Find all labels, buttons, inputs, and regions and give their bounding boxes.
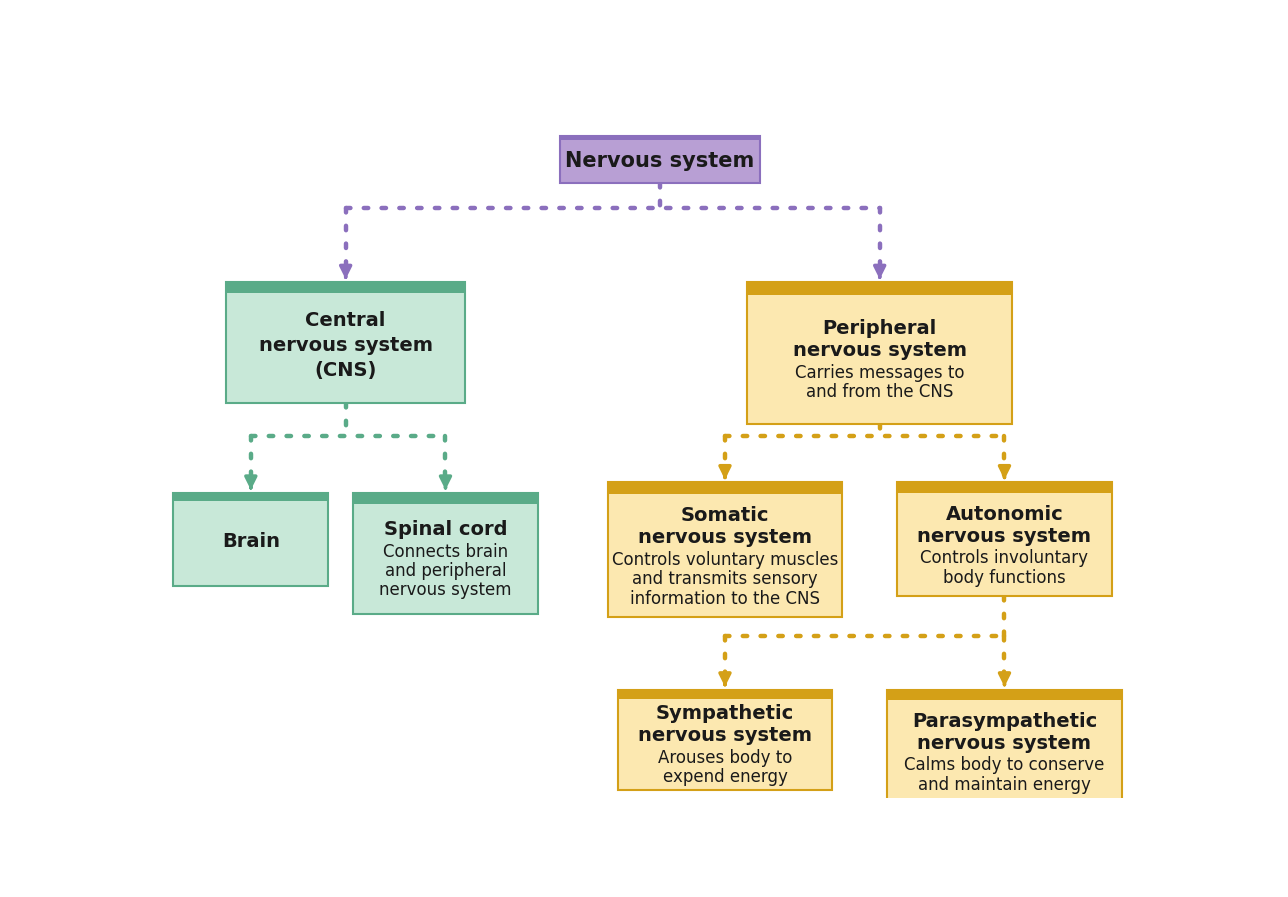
Text: Arouses body to: Arouses body to xyxy=(658,749,792,767)
Text: information to the CNS: information to the CNS xyxy=(630,589,820,607)
Text: Calms body to conserve: Calms body to conserve xyxy=(904,756,1105,774)
Text: Carries messages to: Carries messages to xyxy=(795,364,965,382)
Bar xyxy=(618,690,832,699)
Bar xyxy=(887,690,1122,700)
Bar xyxy=(353,492,538,614)
Text: Brain: Brain xyxy=(222,532,279,552)
Text: Somatic: Somatic xyxy=(681,506,769,525)
Bar xyxy=(608,483,842,617)
Text: and peripheral: and peripheral xyxy=(385,562,506,580)
Bar xyxy=(608,483,842,494)
Text: nervous system: nervous system xyxy=(638,528,811,547)
Bar xyxy=(747,282,1012,295)
Text: Central
nervous system
(CNS): Central nervous system (CNS) xyxy=(259,311,433,380)
Text: Controls voluntary muscles: Controls voluntary muscles xyxy=(612,551,838,569)
Text: Controls involuntary: Controls involuntary xyxy=(921,549,1088,567)
Text: nervous system: nervous system xyxy=(917,734,1091,753)
Text: Spinal cord: Spinal cord xyxy=(384,520,507,539)
Text: nervous system: nervous system xyxy=(917,527,1091,545)
Text: body functions: body functions xyxy=(943,569,1066,587)
Bar xyxy=(174,492,328,501)
Bar xyxy=(225,282,465,403)
Text: Parasympathetic: Parasympathetic xyxy=(912,711,1097,731)
Text: nervous system: nervous system xyxy=(792,342,967,361)
Text: and transmits sensory: and transmits sensory xyxy=(632,570,818,588)
Bar xyxy=(560,136,760,140)
Text: nervous system: nervous system xyxy=(379,581,511,599)
Text: nervous system: nervous system xyxy=(638,727,811,745)
Bar xyxy=(898,483,1112,597)
Text: Sympathetic: Sympathetic xyxy=(656,704,795,723)
Text: Autonomic: Autonomic xyxy=(945,504,1064,524)
Bar xyxy=(353,492,538,503)
Bar xyxy=(174,492,328,586)
Text: Connects brain: Connects brain xyxy=(383,543,507,561)
Text: and from the CNS: and from the CNS xyxy=(806,383,953,401)
Bar xyxy=(618,690,832,789)
Bar xyxy=(747,282,1012,423)
Bar xyxy=(225,282,465,293)
Bar xyxy=(560,136,760,183)
Bar xyxy=(898,483,1112,492)
Text: expend energy: expend energy xyxy=(662,769,787,787)
Text: and maintain energy: and maintain energy xyxy=(918,776,1091,794)
Text: Nervous system: Nervous system xyxy=(565,151,755,170)
Text: Peripheral: Peripheral xyxy=(823,319,936,338)
Bar xyxy=(887,690,1122,804)
